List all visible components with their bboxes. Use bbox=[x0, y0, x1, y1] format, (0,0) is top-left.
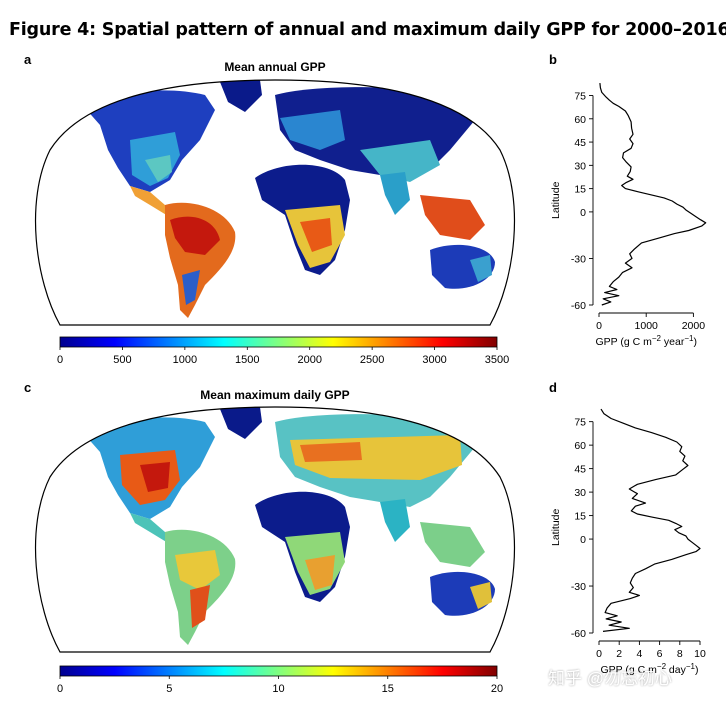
chart-d-y-tick-label: 75 bbox=[574, 417, 586, 429]
chart-d-y-tick-label: -30 bbox=[571, 581, 586, 593]
chart-b-y-tick-label: -60 bbox=[571, 300, 586, 312]
chart-d-x-tick-label: 4 bbox=[636, 648, 642, 660]
chart-b-x-tick-label: 2000 bbox=[682, 320, 706, 332]
panel-letter-c: c bbox=[24, 380, 32, 395]
chart-d-x-tick-label: 6 bbox=[657, 648, 663, 660]
chart-d-y-tick-label: 15 bbox=[574, 511, 586, 523]
colorbar-c-tick-label: 5 bbox=[166, 683, 172, 695]
chart-d-y-tick-label: 30 bbox=[574, 487, 586, 499]
chart-b-y-tick-label: 75 bbox=[574, 91, 586, 103]
colorbar-a-tick-label: 3500 bbox=[485, 354, 509, 366]
panel-letter-b: b bbox=[549, 52, 557, 67]
chart-b-y-tick-label: 45 bbox=[574, 137, 586, 149]
chart-b-y-tick-label: 60 bbox=[574, 114, 586, 126]
chart-d-y-tick-label: 60 bbox=[574, 440, 586, 452]
chart-b-y-tick-label: 15 bbox=[574, 184, 586, 196]
colorbar-c-tick-label: 0 bbox=[57, 683, 63, 695]
figure-title: Figure 4: Spatial pattern of annual and … bbox=[9, 20, 726, 40]
panel-letter-a: a bbox=[24, 52, 32, 67]
colorbar-a-tick-label: 500 bbox=[113, 354, 131, 366]
chart-b-x-tick-label: 1000 bbox=[635, 320, 659, 332]
chart-b-y-tick-label: 0 bbox=[580, 207, 586, 219]
chart-d-x-tick-label: 2 bbox=[616, 648, 622, 660]
colorbar-a-tick-label: 1000 bbox=[173, 354, 197, 366]
chart-b-y-tick-label: -30 bbox=[571, 253, 586, 265]
chart-d-line bbox=[600, 408, 701, 632]
map-title-c: Mean maximum daily GPP bbox=[200, 388, 350, 402]
chart-d-x-tick-label: 8 bbox=[677, 648, 683, 660]
chart-d-y-tick-label: 0 bbox=[580, 534, 586, 546]
colorbar-c-tick-label: 10 bbox=[272, 683, 284, 695]
chart-b-y-tick-label: 30 bbox=[574, 160, 586, 172]
chart-d-y-label: Latitude bbox=[550, 508, 562, 546]
chart-b-x-tick-label: 0 bbox=[596, 320, 602, 332]
colorbar-c-tick-label: 15 bbox=[382, 683, 394, 695]
colorbar-a-tick-label: 0 bbox=[57, 354, 63, 366]
chart-b-y-label: Latitude bbox=[550, 181, 562, 219]
chart-d-x-tick-label: 10 bbox=[694, 648, 706, 660]
colorbar-a-tick-label: 3000 bbox=[422, 354, 446, 366]
map-title-a: Mean annual GPP bbox=[224, 60, 326, 74]
colorbar-a-tick-label: 2000 bbox=[297, 354, 321, 366]
chart-d-x-label: GPP (g C m−2 day−1) bbox=[600, 662, 698, 677]
chart-d-x-tick-label: 0 bbox=[596, 648, 602, 660]
watermark-text: 知乎 @勿忘初心 bbox=[548, 669, 672, 688]
chart-d-y-tick-label: 45 bbox=[574, 464, 586, 476]
chart-d-y-tick-label: -60 bbox=[571, 628, 586, 640]
colorbar-a-tick-label: 2500 bbox=[360, 354, 384, 366]
chart-b-line bbox=[599, 83, 707, 306]
chart-b-x-label: GPP (g C m−2 year−1) bbox=[595, 334, 697, 349]
colorbar-a-tick-label: 1500 bbox=[235, 354, 259, 366]
panel-letter-d: d bbox=[549, 380, 557, 395]
colorbar-c-tick-label: 20 bbox=[491, 683, 503, 695]
